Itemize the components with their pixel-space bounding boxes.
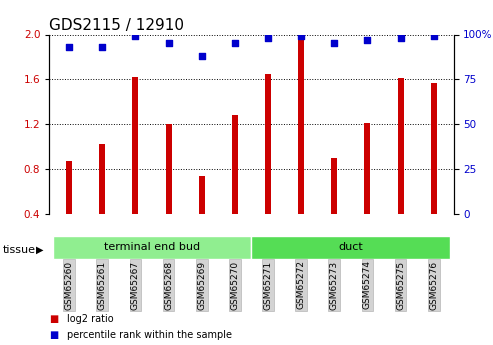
Text: tissue: tissue <box>2 245 35 255</box>
Bar <box>166 124 172 214</box>
Text: GSM65260: GSM65260 <box>65 260 73 309</box>
Bar <box>251 236 450 259</box>
Bar <box>99 144 106 214</box>
Point <box>198 53 206 59</box>
Bar <box>431 83 437 214</box>
Point <box>99 44 106 50</box>
Point <box>264 35 272 41</box>
Point <box>330 41 338 46</box>
Point <box>165 41 173 46</box>
Text: GSM65269: GSM65269 <box>197 260 206 309</box>
Text: terminal end bud: terminal end bud <box>104 242 200 252</box>
Bar <box>298 40 304 214</box>
Text: ■: ■ <box>49 314 59 324</box>
Bar <box>66 161 72 214</box>
Point <box>65 44 73 50</box>
Bar <box>232 115 238 214</box>
Text: GSM65270: GSM65270 <box>230 260 240 309</box>
Point <box>231 41 239 46</box>
Text: GSM65274: GSM65274 <box>363 260 372 309</box>
Point <box>297 33 305 39</box>
Bar <box>199 176 205 214</box>
Text: GSM65261: GSM65261 <box>98 260 107 309</box>
Bar <box>364 123 370 214</box>
Text: percentile rank within the sample: percentile rank within the sample <box>67 330 232 339</box>
Text: GSM65273: GSM65273 <box>330 260 339 309</box>
Bar <box>53 236 251 259</box>
Text: GSM65272: GSM65272 <box>297 260 306 309</box>
Text: GSM65271: GSM65271 <box>263 260 273 309</box>
Point <box>396 35 404 41</box>
Text: ■: ■ <box>49 330 59 339</box>
Text: GSM65275: GSM65275 <box>396 260 405 309</box>
Text: GSM65268: GSM65268 <box>164 260 173 309</box>
Text: GSM65267: GSM65267 <box>131 260 140 309</box>
Point <box>132 33 140 39</box>
Text: duct: duct <box>339 242 363 252</box>
Text: GDS2115 / 12910: GDS2115 / 12910 <box>49 18 184 33</box>
Text: ▶: ▶ <box>35 245 43 255</box>
Bar <box>331 158 337 214</box>
Point <box>363 37 371 43</box>
Text: log2 ratio: log2 ratio <box>67 314 113 324</box>
Bar <box>397 78 404 214</box>
Bar <box>265 74 271 214</box>
Text: GSM65276: GSM65276 <box>429 260 438 309</box>
Point <box>430 33 438 39</box>
Bar <box>133 77 139 214</box>
